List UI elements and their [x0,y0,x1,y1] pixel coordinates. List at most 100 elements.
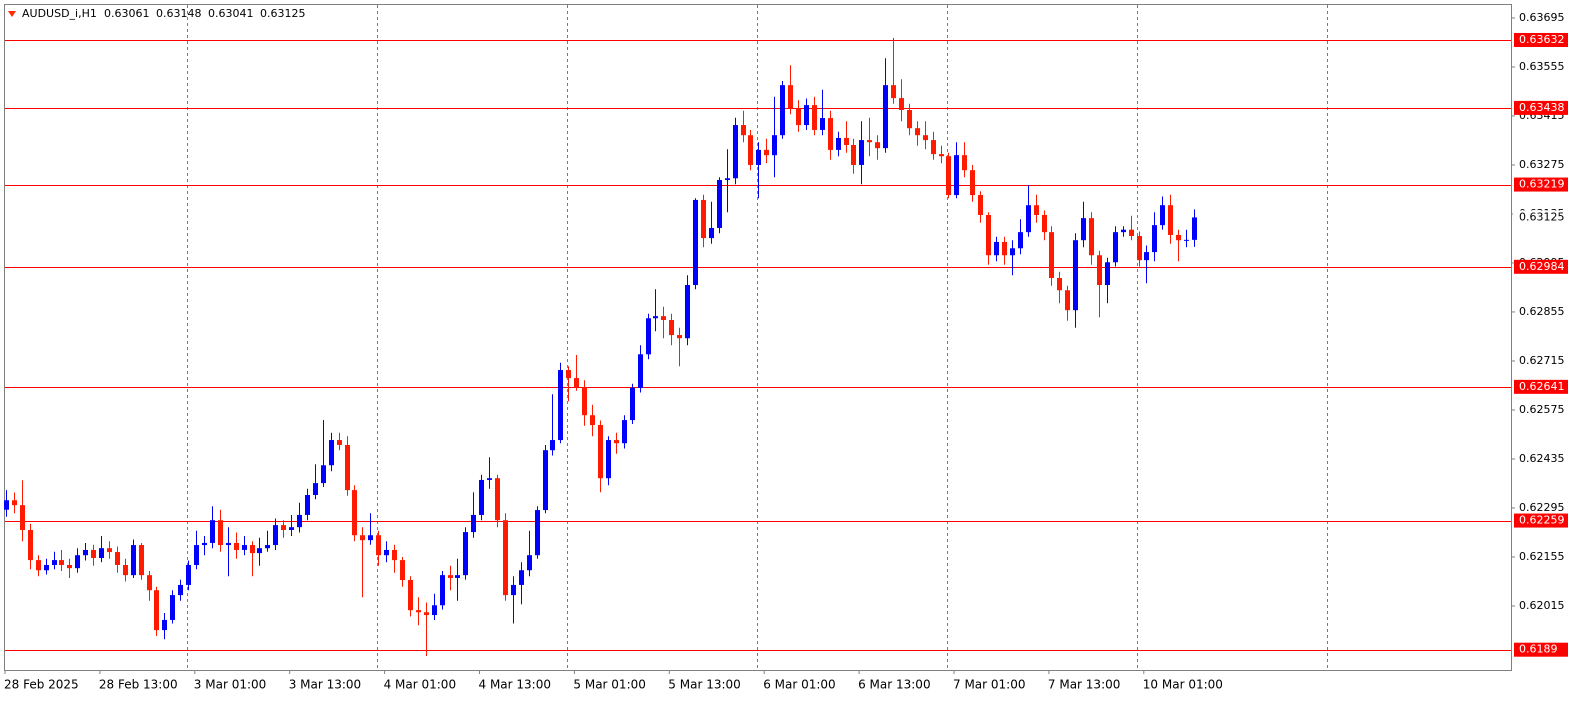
candle-body [147,575,152,591]
candle-body [1089,218,1094,256]
candle-body [574,378,579,388]
candle-body [566,370,571,379]
candle-body [194,545,199,565]
level-label-bg [1514,177,1568,192]
candle-body [1144,252,1149,261]
candle-body [337,440,342,445]
candle-body [202,542,207,546]
x-tick-label: 28 Feb 13:00 [99,678,178,692]
x-tick-label: 4 Mar 13:00 [479,678,552,692]
candle-body [321,465,326,484]
candle-body [653,316,658,319]
candle-body [265,545,270,549]
candle-body [400,560,405,581]
candle-body [1002,241,1007,256]
x-tick-label: 7 Mar 01:00 [953,678,1026,692]
x-tick-label: 10 Mar 01:00 [1143,678,1223,692]
candle-body [582,387,587,416]
candle-body [52,560,57,565]
candle-body [511,584,516,596]
candle-body [543,450,548,511]
candle-body [812,105,817,130]
candle-body [1065,290,1070,311]
candle-body [1081,218,1086,241]
candle-body [131,545,136,576]
candle-body [867,140,872,143]
menu-triangle[interactable] [8,11,16,17]
candle-body [907,110,912,129]
x-tick-label: 3 Mar 13:00 [289,678,362,692]
x-tick-label: 6 Mar 13:00 [858,678,931,692]
y-tick-label: 0.62575 [1519,403,1565,416]
candle-body [994,241,999,256]
candle-body [67,565,72,569]
candle-body [242,545,247,550]
candle-body [154,590,159,631]
info-close: 0.63125 [260,7,306,20]
candle-body [1057,278,1062,291]
candle-body [392,549,397,561]
candle-body [503,520,508,596]
candle-body [368,535,373,541]
candle-body [1129,229,1134,236]
candle-body [970,170,975,196]
candle-body [1192,217,1197,240]
x-tick-label: 28 Feb 2025 [4,678,79,692]
candle-body [836,138,841,150]
info-open: 0.63061 [104,7,150,20]
candle-body [28,530,33,561]
candle-body [622,420,627,444]
candle-body [471,514,476,533]
candle-body [590,415,595,425]
candle-body [210,520,215,543]
candle-body [115,552,120,565]
level-label-bg [1514,513,1568,528]
candle-body [487,478,492,480]
candle-body [891,85,896,99]
candle-body [859,140,864,165]
candle-body [946,156,951,196]
candle-body [479,479,484,515]
level-label-bg [1514,100,1568,115]
y-tick-label: 0.62295 [1519,501,1565,514]
candle-body [923,135,928,141]
level-label-bg [1514,259,1568,274]
candle-body [1042,215,1047,233]
candle-body [257,548,262,554]
candle-body [630,387,635,421]
candle-body [772,135,777,156]
candle-body [1073,240,1078,311]
candle-body [44,565,49,571]
candle-body [12,500,17,506]
candle-body [178,584,183,596]
candle-body [764,149,769,156]
candle-body [1049,232,1054,278]
candle-body [83,549,88,556]
candle-body [851,145,856,165]
candle-body [424,612,429,616]
symbol: AUDUSD_i,H1 [22,7,97,20]
candle-body [59,560,64,565]
candle-body [820,118,825,130]
y-tick-label: 0.62155 [1519,550,1565,563]
candle-body [226,542,231,546]
candle-body [448,575,453,578]
level-label: 0.62984 [1519,260,1565,273]
plot-frame [4,4,1512,671]
level-label: 0.6189 [1519,643,1558,656]
x-tick-label: 7 Mar 13:00 [1048,678,1121,692]
candle-body [4,500,9,510]
candle-body [844,138,849,145]
candle-body [376,535,381,556]
candle-body [408,580,413,611]
candle-body [733,125,738,179]
candle-body [352,490,357,536]
y-tick-label: 0.62855 [1519,305,1565,318]
y-tick-label: 0.62435 [1519,452,1565,465]
candle-body [432,605,437,616]
level-label-bg [1514,642,1568,657]
candle-body [170,595,175,620]
candle-body [345,444,350,491]
candle-body [250,545,255,554]
